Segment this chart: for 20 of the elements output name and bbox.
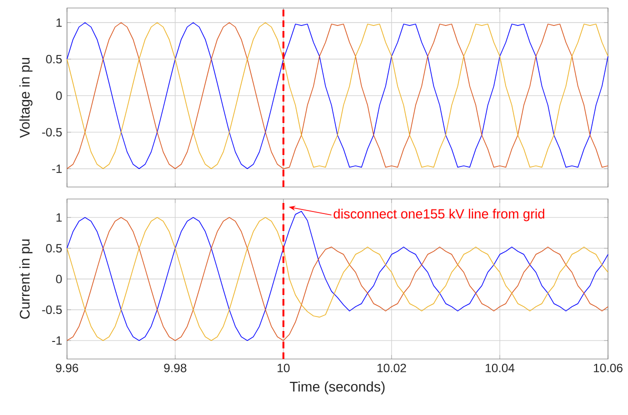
y-tick-label: 0.5 bbox=[46, 54, 62, 64]
y-tick-label: 1 bbox=[56, 18, 62, 27]
x-axis-title: Time (seconds) bbox=[290, 381, 385, 394]
y-tick-label: -0.5 bbox=[42, 128, 62, 136]
x-tick-label: 10.04 bbox=[486, 364, 514, 372]
x-tick-label: 9.98 bbox=[164, 364, 186, 372]
annotation: disconnect one155 kV line from grid bbox=[334, 208, 544, 222]
x-tick-label: 10.02 bbox=[378, 364, 406, 372]
y-tick-label: 0 bbox=[56, 274, 62, 284]
y-axis-title: Current in pu bbox=[19, 239, 32, 319]
y-tick-label: -0.5 bbox=[42, 306, 62, 314]
y-tick-label: -1 bbox=[52, 164, 62, 173]
y-tick-label: 0 bbox=[56, 91, 62, 100]
y-tick-label: 1 bbox=[56, 213, 62, 222]
x-tick-label: 9.96 bbox=[56, 364, 78, 372]
x-tick-label: 10 bbox=[278, 364, 290, 372]
y-tick-label: 0.5 bbox=[46, 244, 62, 252]
y-axis-title: Voltage in pu bbox=[19, 58, 32, 138]
y-tick-label: -1 bbox=[52, 336, 62, 345]
x-tick-label: 10.06 bbox=[594, 364, 622, 372]
